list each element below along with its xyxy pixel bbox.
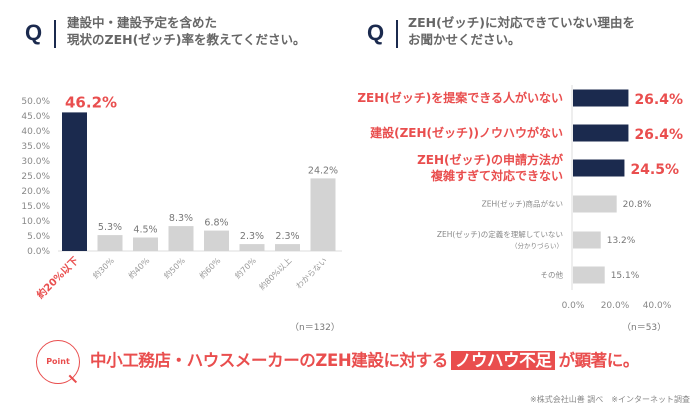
question-line: 現状のZEH(ゼッチ)率を教えてください。 — [67, 32, 306, 47]
data-label: 13.2% — [607, 236, 636, 246]
x-tick-label: わからない — [294, 256, 329, 291]
category-label: ZEH(ゼッチ)商品がない — [482, 199, 563, 209]
point-badge: Point — [36, 340, 80, 384]
category-label: その他 — [541, 270, 564, 280]
bar — [573, 195, 617, 213]
data-label: 8.3% — [169, 213, 193, 224]
y-tick-label: 35.0% — [21, 142, 50, 152]
sample-size-left: （n＝132） — [290, 323, 340, 333]
data-label: 20.8% — [623, 200, 652, 210]
bar — [573, 159, 625, 177]
conclusion-highlight: ノウハウ不足 — [450, 351, 556, 370]
bar — [573, 231, 601, 249]
bar — [573, 89, 629, 107]
data-label: 46.2% — [65, 93, 117, 111]
question-left: 建設中・建設予定を含めた 現状のZEH(ゼッチ)率を教えてください。 — [67, 14, 306, 48]
x-tick-label: 約20%以下 — [34, 254, 81, 301]
y-tick-label: 15.0% — [21, 202, 50, 212]
x-tick-label: 約50% — [162, 255, 188, 281]
y-tick-label: 0.0% — [27, 247, 50, 257]
y-tick-label: 25.0% — [21, 172, 50, 182]
q-icon-left: Q — [25, 20, 43, 45]
divider — [396, 20, 398, 48]
x-tick-label: 約30% — [91, 255, 117, 281]
category-label: ZEH(ゼッチ)の定義を理解していない — [437, 229, 563, 239]
data-label: 2.3% — [240, 231, 264, 242]
divider — [54, 20, 56, 48]
y-tick-label: 40.0% — [21, 127, 50, 137]
data-label: 15.1% — [611, 271, 640, 281]
bar — [573, 266, 605, 284]
data-label: 4.5% — [133, 225, 157, 236]
bar — [62, 112, 87, 252]
x-tick-label: 0.0% — [562, 301, 585, 311]
conclusion-text-end: が顕著に。 — [558, 351, 639, 370]
question-line: ZEH(ゼッチ)に対応できていない理由を — [408, 15, 635, 30]
bar — [97, 235, 123, 251]
data-label: 24.2% — [308, 165, 338, 176]
data-label: 26.4% — [634, 127, 683, 143]
question-line: 建設中・建設予定を含めた — [67, 15, 218, 30]
source-note: ※株式会社山善 調べ ※インターネット調査 — [530, 395, 690, 404]
data-label: 6.8% — [204, 218, 228, 229]
bar — [239, 244, 265, 251]
x-tick-label: 約80%以上 — [257, 255, 294, 292]
question-line: お聞かせください。 — [408, 32, 521, 47]
conclusion-text: 中小工務店・ハウスメーカーのZEH建設に対する — [90, 351, 448, 370]
charts: 0.0% 5.0% 10.0% 15.0% 20.0% 25.0% 30.0% 35.0% 40… — [21, 85, 683, 311]
x-tick-label: 約40% — [126, 255, 152, 281]
y-tick-label: 5.0% — [27, 232, 50, 242]
data-label: 2.3% — [275, 231, 299, 242]
y-tick-label: 20.0% — [21, 187, 50, 197]
category-label: ZEH(ゼッチ)を提案できる人がいない — [357, 90, 563, 105]
category-label: ZEH(ゼッチ)の申請方法が — [417, 152, 563, 167]
bar — [133, 237, 158, 251]
y-tick-label: 30.0% — [21, 157, 50, 167]
bar — [310, 178, 336, 251]
bar — [275, 244, 300, 251]
q-icon-right: Q — [367, 20, 385, 45]
data-label: 24.5% — [630, 162, 679, 178]
question-right: ZEH(ゼッチ)に対応できていない理由を お聞かせください。 — [408, 14, 635, 48]
y-tick-label: 50.0% — [21, 97, 50, 107]
x-tick-label: 40.0% — [643, 301, 672, 311]
category-label: （分かりづらい） — [511, 241, 563, 250]
category-label: 建設(ZEH(ゼッチ))ノウハウがない — [369, 125, 563, 140]
x-tick-label: 20.0% — [601, 301, 630, 311]
y-tick-label: 10.0% — [21, 217, 50, 227]
y-tick-label: 45.0% — [21, 112, 50, 122]
data-label: 26.4% — [634, 92, 683, 108]
x-tick-label: 約70% — [233, 255, 259, 281]
bar — [204, 230, 229, 251]
category-label: 複雑すぎて対応できない — [430, 168, 563, 183]
conclusion: 中小工務店・ハウスメーカーのZEH建設に対する ノウハウ不足 が顕著に。 — [90, 347, 680, 371]
bar — [168, 226, 194, 251]
bar — [573, 124, 629, 142]
x-tick-label: 約60% — [197, 255, 223, 281]
sample-size-right: （n＝53） — [622, 323, 667, 333]
data-label: 5.3% — [98, 222, 122, 233]
